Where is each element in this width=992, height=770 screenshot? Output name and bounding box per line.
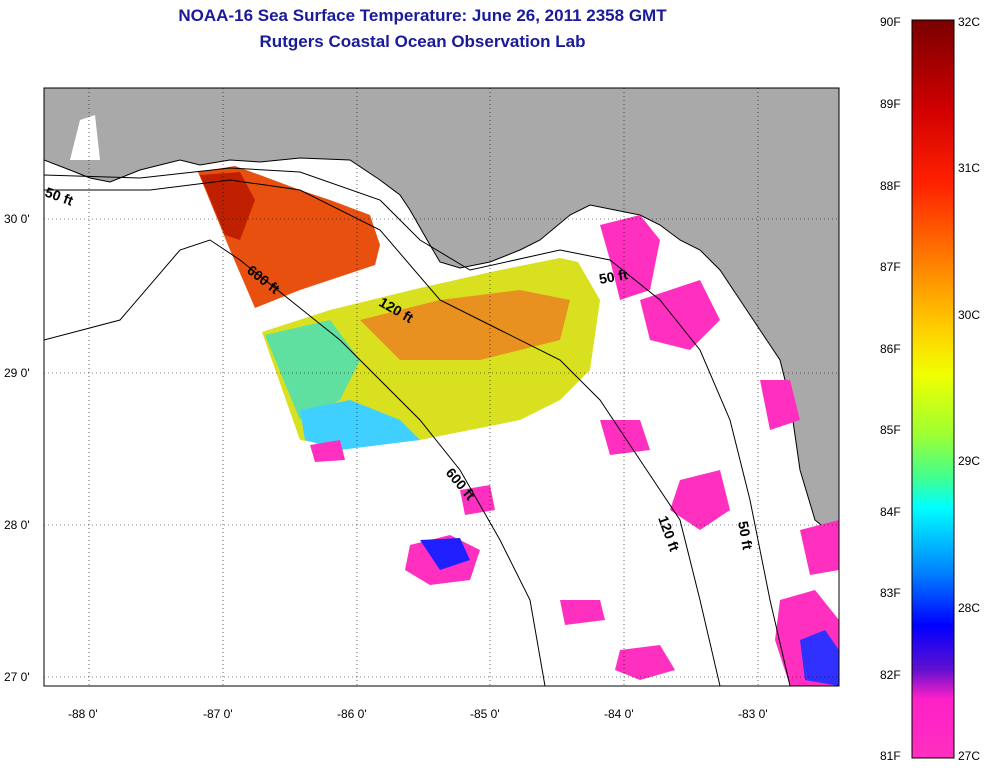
svg-text:27C: 27C — [958, 749, 980, 763]
y-tick-label: 30 0' — [4, 212, 30, 226]
y-tick-label: 28 0' — [4, 518, 30, 532]
svg-text:30C: 30C — [958, 308, 980, 322]
mobile-bay — [70, 115, 100, 160]
svg-text:84F: 84F — [880, 505, 901, 519]
land-mass — [44, 88, 839, 540]
graticule — [44, 88, 839, 686]
svg-text:85F: 85F — [880, 423, 901, 437]
svg-text:90F: 90F — [880, 15, 901, 29]
sst-swath-green — [265, 320, 360, 420]
x-tick-label: -83 0' — [738, 707, 768, 721]
svg-text:87F: 87F — [880, 260, 901, 274]
colorbar — [911, 19, 955, 759]
x-tick-label: -87 0' — [203, 707, 233, 721]
svg-text:83F: 83F — [880, 586, 901, 600]
colorbar-c-labels: 32C 31C 30C 29C 28C 27C — [958, 15, 980, 763]
map-frame — [43, 87, 840, 687]
svg-text:88F: 88F — [880, 179, 901, 193]
svg-text:31C: 31C — [958, 161, 980, 175]
x-tick-label: -85 0' — [470, 707, 500, 721]
depth-label: 50 ft — [598, 266, 629, 287]
sst-swath-hot — [200, 172, 255, 240]
svg-text:81F: 81F — [880, 749, 901, 763]
x-tick-label: -86 0' — [337, 707, 367, 721]
map-title: NOAA-16 Sea Surface Temperature: June 26… — [178, 6, 667, 25]
contour-600ft — [44, 239, 546, 686]
x-tick-label: -88 0' — [68, 707, 98, 721]
y-tick-label: 29 0' — [4, 366, 30, 380]
colorbar-f-labels: 90F 89F 88F 87F 86F 85F 84F 83F 82F 81F — [880, 15, 901, 763]
contour-50ft — [44, 167, 791, 686]
y-tick-label: 27 0' — [4, 670, 30, 684]
sst-swath-cyan — [300, 400, 420, 450]
coastline — [44, 157, 839, 541]
svg-text:29C: 29C — [958, 454, 980, 468]
map-subtitle: Rutgers Coastal Ocean Observation Lab — [259, 32, 586, 51]
depth-label: 50 ft — [735, 520, 756, 551]
svg-text:28C: 28C — [958, 601, 980, 615]
svg-text:82F: 82F — [880, 668, 901, 682]
x-tick-label: -84 0' — [604, 707, 634, 721]
svg-text:32C: 32C — [958, 15, 980, 29]
svg-text:86F: 86F — [880, 342, 901, 356]
contour-120ft — [44, 179, 721, 686]
sst-swath-orange — [360, 290, 570, 360]
svg-text:89F: 89F — [880, 97, 901, 111]
